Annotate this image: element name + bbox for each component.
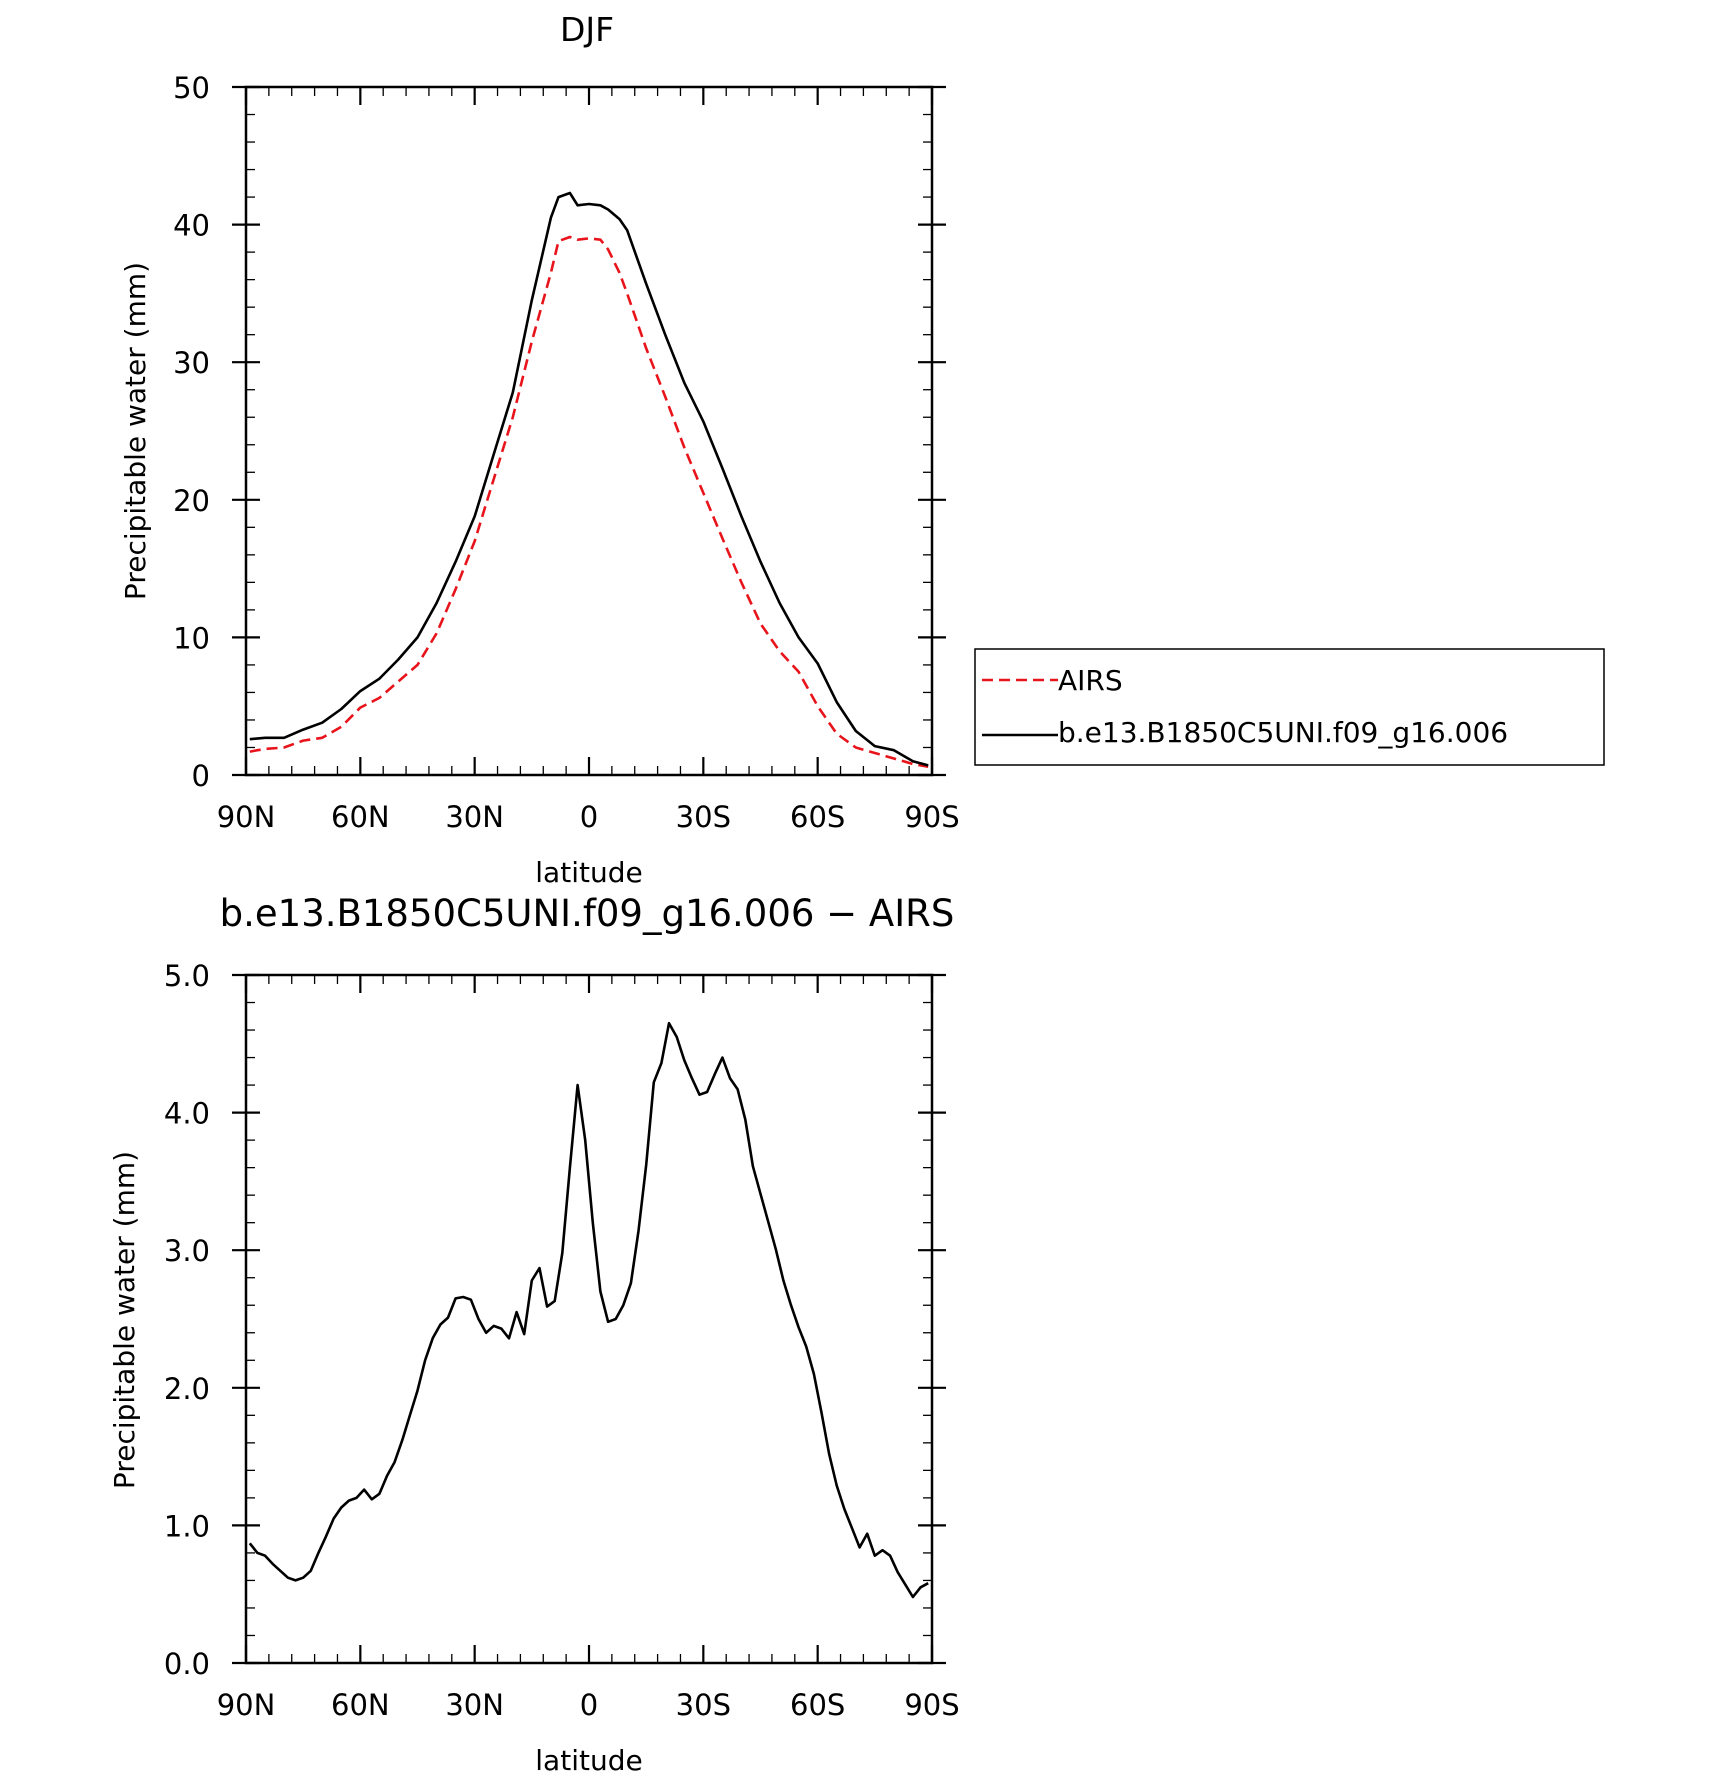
x-tick-label: 90S <box>904 1688 959 1722</box>
chart-top-xlabel: latitude <box>535 856 642 889</box>
chart-bottom-ylabel: Precipitable water (mm) <box>108 1151 141 1489</box>
x-tick-label: 30S <box>676 1688 731 1722</box>
x-tick-label: 0 <box>580 800 598 834</box>
y-tick-label: 4.0 <box>164 1097 210 1131</box>
legend-box <box>974 648 1605 766</box>
x-tick-label: 60N <box>331 800 390 834</box>
chart-top-plot-area <box>244 85 934 777</box>
x-tick-label: 90N <box>217 800 276 834</box>
chart-top-title: DJF <box>560 10 614 49</box>
x-tick-label: 30N <box>445 800 504 834</box>
chart-top-ylabel: Precipitable water (mm) <box>119 262 152 600</box>
chart-bottom-title: b.e13.B1850C5UNI.f09_g16.006 − AIRS <box>220 892 955 935</box>
x-tick-label: 90S <box>904 800 959 834</box>
x-tick-label: 60S <box>790 1688 845 1722</box>
y-tick-label: 50 <box>173 71 210 105</box>
y-tick-label: 30 <box>173 346 210 380</box>
y-tick-label: 20 <box>173 484 210 518</box>
chart-bottom-xlabel: latitude <box>535 1744 642 1777</box>
y-tick-label: 40 <box>173 209 210 243</box>
chart-top-series-line-1 <box>249 235 929 768</box>
y-tick-label: 1.0 <box>164 1509 210 1543</box>
y-tick-label: 5.0 <box>164 959 210 993</box>
legend-label-model: b.e13.B1850C5UNI.f09_g16.006 <box>1058 716 1508 749</box>
y-tick-label: 10 <box>173 621 210 655</box>
chart-bottom: b.e13.B1850C5UNI.f09_g16.006 − AIRS 90N 6… <box>108 892 960 1777</box>
chart-bottom-plot-area <box>244 973 934 1665</box>
x-tick-label: 30N <box>445 1688 504 1722</box>
y-tick-label: 0.0 <box>164 1647 210 1681</box>
y-tick-label: 0 <box>192 759 210 793</box>
chart-bottom-ticks: 90N 60N 30N 0 30S 60S 90S 0.0 1.0 2.0 3.0 4.0 5.0 <box>164 959 960 1722</box>
x-tick-label: 30S <box>676 800 731 834</box>
chart-bottom-series <box>248 1021 929 1599</box>
x-tick-label: 60N <box>331 1688 390 1722</box>
y-tick-label: 2.0 <box>164 1372 210 1406</box>
chart-top-ticks: 90N 60N 30N 0 30S 60S 90S 0 10 20 30 40 50 <box>173 71 960 834</box>
x-tick-label: 0 <box>580 1688 598 1722</box>
x-tick-label: 90N <box>217 1688 276 1722</box>
chart-top: DJF 90N 60N 30N 0 30S 60S 90S 0 10 20 30 40 50 latit… <box>119 10 960 889</box>
legend-label-airs: AIRS <box>1058 664 1123 697</box>
chart-top-series <box>249 191 929 768</box>
chart-bottom-series-line-1 <box>248 1021 929 1599</box>
chart-top-series-line-2 <box>249 191 929 767</box>
x-tick-label: 60S <box>790 800 845 834</box>
y-tick-label: 3.0 <box>164 1234 210 1268</box>
legend: AIRS b.e13.B1850C5UNI.f09_g16.006 <box>974 648 1605 766</box>
